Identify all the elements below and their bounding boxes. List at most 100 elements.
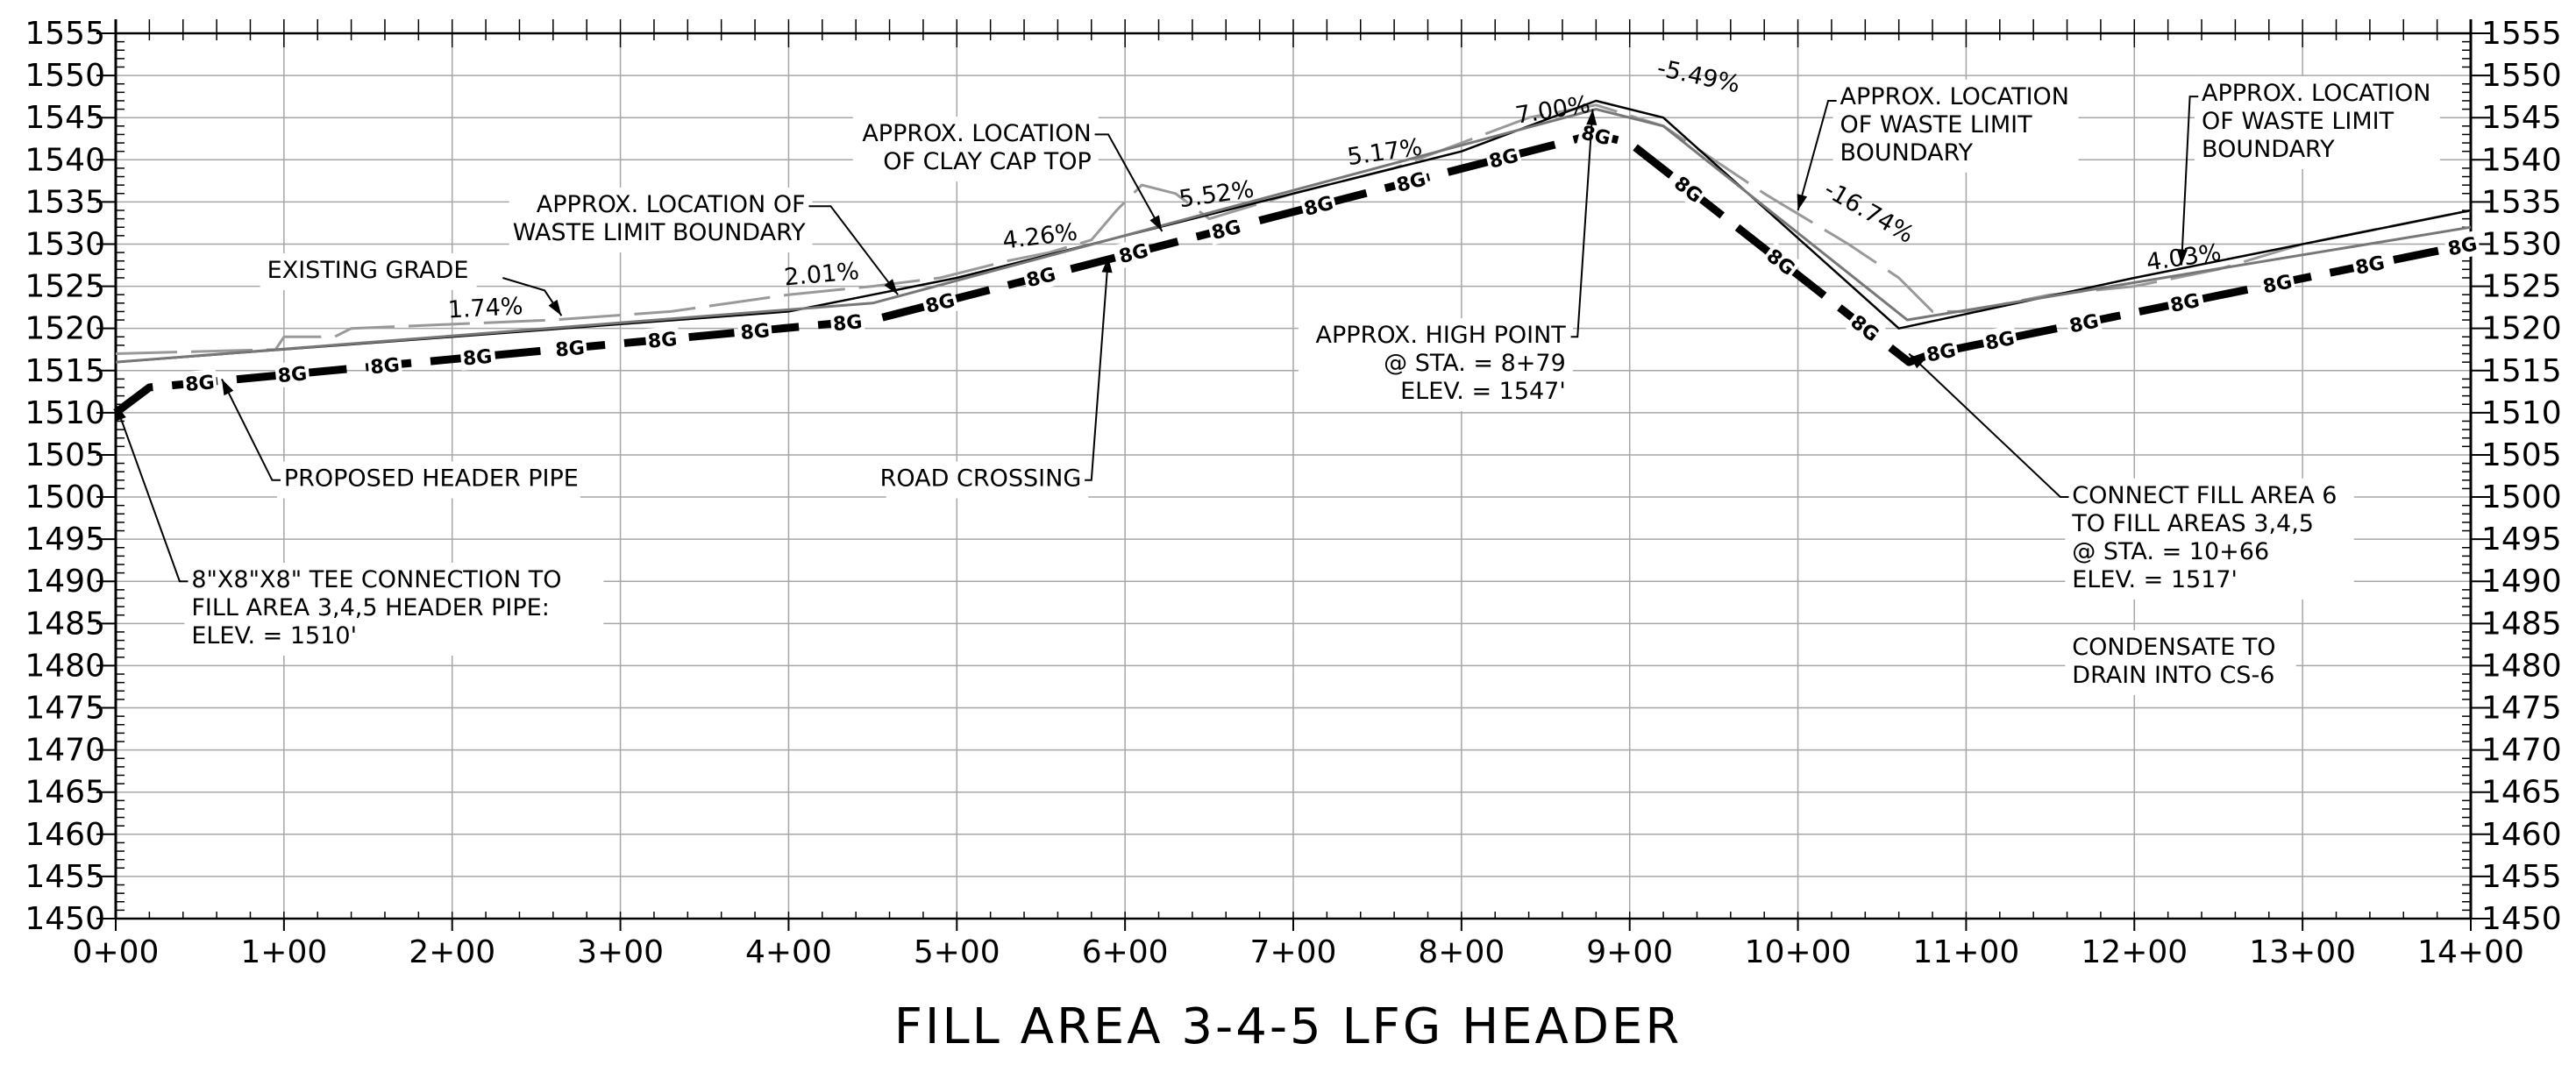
pipe-tag-label: 8G xyxy=(554,337,586,362)
y-tick-label-right: 1510 xyxy=(2481,395,2562,431)
pipe-tag-label: 8G xyxy=(2353,252,2387,280)
y-tick-label-right: 1525 xyxy=(2481,269,2562,305)
annotation-text-line: APPROX. HIGH POINT xyxy=(1316,322,1567,349)
annotation-proposed-header-pipe: PROPOSED HEADER PIPE xyxy=(221,378,580,499)
pipe-tag-group: 8G xyxy=(1206,213,1246,245)
pipe-tag-group: 8G xyxy=(1021,260,1061,293)
y-tick-label-right: 1550 xyxy=(2481,58,2562,94)
y-tick-label-right: 1480 xyxy=(2481,648,2562,684)
pipe-tag-group: 8G xyxy=(737,316,773,345)
y-tick-label-left: 1555 xyxy=(25,16,105,52)
annotation-text-line: @ STA. = 10+66 xyxy=(2072,538,2269,565)
leader-line xyxy=(221,378,281,481)
annotation-mask xyxy=(852,117,1099,182)
slope-label: -5.49% xyxy=(1654,54,1742,98)
pipe-tag-label: 8G xyxy=(277,363,309,387)
leader-arrowhead xyxy=(1586,109,1598,125)
y-tick-label-right: 1545 xyxy=(2481,100,2562,136)
x-tick-label: 1+00 xyxy=(240,934,327,970)
annotation-text-line: CONNECT FILL AREA 6 xyxy=(2072,482,2337,509)
y-tick-label-right: 1455 xyxy=(2481,859,2562,895)
pipe-tag-label: 8G xyxy=(832,311,864,336)
annotations: 1.74%2.01%4.26%5.52%5.17%7.00%-5.49%-16.… xyxy=(115,54,2441,695)
annotation-text-line: BOUNDARY xyxy=(1840,139,1974,167)
annotation-text-line: FILL AREA 3,4,5 HEADER PIPE: xyxy=(191,594,550,621)
leader-line xyxy=(1570,109,1594,338)
annotation-text-line: ELEV. = 1510' xyxy=(191,622,357,650)
x-tick-label: 8+00 xyxy=(1418,934,1505,970)
series-line-waste-limit xyxy=(115,108,2472,364)
pipe-tag-mask xyxy=(644,325,680,354)
y-tick-label-right: 1490 xyxy=(2481,564,2562,600)
annotation-text-line: OF WASTE LIMIT xyxy=(2202,108,2395,135)
x-tick-label: 11+00 xyxy=(1913,934,2020,970)
y-tick-label-left: 1530 xyxy=(25,226,105,262)
pipe-tag-mask xyxy=(1391,165,1431,198)
y-tick-label-right: 1540 xyxy=(2481,142,2562,178)
pipe-tag-mask xyxy=(1576,118,1616,151)
annotation-mask xyxy=(2065,478,2354,600)
y-tick-label-left: 1505 xyxy=(25,437,105,473)
leader-arrowhead xyxy=(221,379,234,396)
y-tick-label-left: 1520 xyxy=(25,311,105,347)
y-tick-label-right: 1495 xyxy=(2481,522,2562,557)
leader-arrowhead xyxy=(884,279,899,295)
annotation-existing-grade: EXISTING GRADE xyxy=(260,252,563,316)
annotation-text-line: OF CLAY CAP TOP xyxy=(883,148,1092,175)
pipe-tag-group: 8G xyxy=(1114,237,1153,269)
pipe-tag-label: 8G xyxy=(184,372,216,396)
y-tick-label-right: 1465 xyxy=(2481,775,2562,811)
pipe-tag-group: 8G xyxy=(644,325,680,354)
pipe-tag-group: 8G xyxy=(2443,230,2481,261)
leader-line xyxy=(1908,352,2069,498)
pipe-tag-group: 8G xyxy=(366,351,403,380)
pipe-tag-mask xyxy=(366,351,403,380)
y-tick-label-left: 1545 xyxy=(25,100,105,136)
pipe-tag-mask xyxy=(1844,308,1886,348)
pipe-tag-group: 8G xyxy=(2166,287,2204,318)
pipe-tag-label: 8G xyxy=(2261,271,2295,298)
pipe-tag-mask xyxy=(1668,169,1710,209)
pipe-tag-mask xyxy=(2166,287,2204,318)
pipe-tag-mask xyxy=(551,334,588,362)
y-tick-label-left: 1500 xyxy=(25,479,105,515)
pipe-tag-group: 8G xyxy=(921,287,959,319)
leader-line xyxy=(2181,96,2199,266)
annotation-mask xyxy=(2195,75,2441,169)
pipe-tag-group: 8G xyxy=(2065,307,2103,338)
pipe-tag-mask xyxy=(1760,241,1802,282)
y-tick-label-left: 1450 xyxy=(25,901,105,937)
x-tick-label: 3+00 xyxy=(577,934,664,970)
annotation-connect-fill: CONNECT FILL AREA 6TO FILL AREAS 3,4,5@ … xyxy=(1908,352,2354,600)
pipe-tag-group: 8G xyxy=(1391,165,1431,198)
annotation-mask xyxy=(184,562,604,656)
pipe-tag-mask xyxy=(274,360,310,388)
y-tick-label-right: 1555 xyxy=(2481,16,2562,52)
leader-line xyxy=(1797,100,1837,211)
pipe-tag-label: 8G xyxy=(1983,328,2017,355)
pipe-tag-mask xyxy=(1299,189,1338,222)
x-tick-label: 6+00 xyxy=(1082,934,1169,970)
y-tick-label-left: 1485 xyxy=(25,606,105,642)
pipe-tag-mask xyxy=(1206,213,1246,245)
annotation-mask xyxy=(2065,629,2296,695)
y-tick-label-left: 1495 xyxy=(25,522,105,557)
annotation-text-line: APPROX. LOCATION xyxy=(1840,83,2069,110)
x-tick-label: 10+00 xyxy=(1745,934,1852,970)
pipe-tag-mask xyxy=(1981,324,2019,356)
annotation-mask xyxy=(1298,318,1573,412)
leader-arrowhead xyxy=(1797,194,1808,210)
pipe-tag-mask xyxy=(2443,230,2481,261)
x-tick-label: 9+00 xyxy=(1586,934,1673,970)
y-tick-label-left: 1465 xyxy=(25,775,105,811)
y-tick-label-left: 1515 xyxy=(25,353,105,389)
y-tick-label-right: 1475 xyxy=(2481,691,2562,727)
y-tick-label-right: 1535 xyxy=(2481,184,2562,220)
y-tick-label-left: 1490 xyxy=(25,564,105,600)
leader-arrowhead xyxy=(116,404,126,422)
leader-arrowhead xyxy=(1101,256,1113,273)
leader-arrowhead xyxy=(2176,249,2188,266)
leader-line xyxy=(115,403,189,583)
